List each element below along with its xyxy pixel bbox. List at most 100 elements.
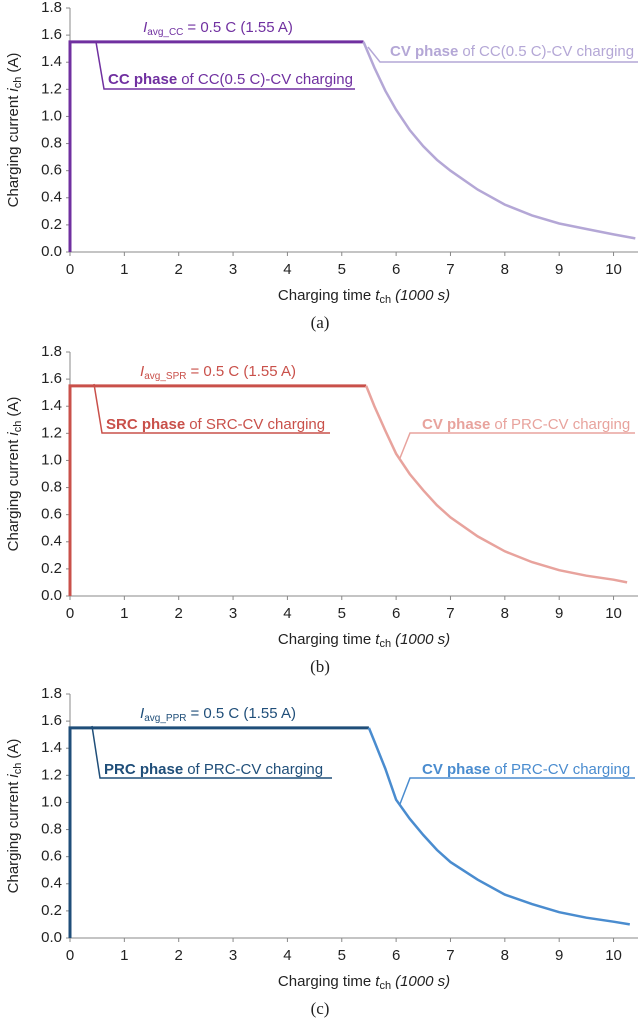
avg-text: = 0.5 C (1.55 A)	[190, 363, 295, 380]
y-tick-label: 1.8	[41, 685, 62, 702]
label-sub: ch	[379, 638, 391, 650]
callout-line	[367, 46, 638, 63]
callout-label: CV phase of CC(0.5 C)-CV charging	[390, 43, 634, 60]
x-tick-label: 3	[229, 605, 237, 622]
avg-sub: avg_PPR	[144, 713, 186, 724]
avg-var: I	[140, 363, 144, 380]
callout-line	[93, 383, 330, 434]
y-tick-label: 1.0	[41, 451, 62, 468]
y-tick-label: 0.0	[41, 243, 62, 260]
y-tick-label: 0.6	[41, 848, 62, 865]
y-tick-label: 1.8	[41, 343, 62, 360]
x-tick-label: 5	[338, 261, 346, 278]
phase-name: PRC phase	[104, 761, 183, 778]
x-tick-label: 9	[555, 605, 563, 622]
x-axis-label: Charging time tch (1000 s)	[278, 973, 450, 992]
avg-text: = 0.5 C (1.55 A)	[187, 19, 292, 36]
label-text: Charging time	[278, 287, 371, 304]
phase-suffix: of PRC-CV charging	[187, 761, 323, 778]
y-tick-label: 1.6	[41, 712, 62, 729]
y-tick-label: 0.4	[41, 189, 62, 206]
phase-name: CC phase	[108, 71, 177, 88]
phase-name: CV phase	[390, 43, 458, 60]
callout-line	[399, 777, 635, 805]
caption: (b)	[310, 657, 330, 676]
avg-label: Iavg_CC = 0.5 C (1.55 A)	[143, 19, 293, 38]
y-tick-label: 0.8	[41, 821, 62, 838]
y-tick-label: 1.4	[41, 397, 62, 414]
label-unit: (1000 s)	[395, 973, 450, 990]
avg-label: Iavg_PPR = 0.5 C (1.55 A)	[140, 705, 296, 724]
label-unit: (1000 s)	[395, 631, 450, 648]
y-tick-label: 1.0	[41, 107, 62, 124]
callout-line	[91, 725, 332, 779]
y-tick-label: 1.6	[41, 370, 62, 387]
x-tick-label: 6	[392, 947, 400, 964]
label-var: i	[5, 88, 22, 92]
label-unit: (A)	[5, 739, 22, 759]
y-tick-label: 1.4	[41, 53, 62, 70]
phase-suffix: of PRC-CV charging	[494, 761, 630, 778]
phase-suffix: of CC(0.5 C)-CV charging	[462, 43, 634, 60]
y-tick-label: 1.2	[41, 766, 62, 783]
phase-name: CV phase	[422, 416, 490, 433]
label-unit: (A)	[5, 397, 22, 417]
phase-name: SRC phase	[106, 416, 185, 433]
series-line	[68, 726, 369, 938]
avg-sub: avg_SPR	[144, 371, 186, 382]
x-tick-label: 8	[501, 947, 509, 964]
x-tick-label: 10	[605, 605, 622, 622]
x-tick-label: 4	[283, 947, 291, 964]
x-tick-label: 5	[338, 605, 346, 622]
series-line	[367, 727, 631, 926]
label-sub: ch	[379, 294, 391, 306]
x-tick-label: 6	[392, 605, 400, 622]
label-var: t	[375, 287, 380, 304]
label-var: i	[5, 432, 22, 436]
label-text: Charging current	[5, 95, 22, 208]
caption: (c)	[311, 999, 330, 1018]
callout-label: CC phase of CC(0.5 C)-CV charging	[108, 71, 353, 88]
callout-label: PRC phase of PRC-CV charging	[104, 761, 323, 778]
x-tick-label: 3	[229, 261, 237, 278]
y-axis-label: Charging current ich (A)	[5, 397, 24, 552]
x-tick-label: 1	[120, 947, 128, 964]
x-tick-label: 8	[501, 605, 509, 622]
avg-var: I	[143, 19, 147, 36]
y-tick-label: 0.0	[41, 929, 62, 946]
x-tick-label: 6	[392, 261, 400, 278]
x-axis-label: Charging time tch (1000 s)	[278, 287, 450, 306]
series-line	[68, 40, 364, 252]
y-tick-label: 1.4	[41, 739, 62, 756]
callout-label: CV phase of PRC-CV charging	[422, 416, 630, 433]
phase-name: CV phase	[422, 761, 490, 778]
y-tick-label: 0.8	[41, 479, 62, 496]
y-axis-label: Charging current ich (A)	[5, 53, 24, 208]
caption: (a)	[311, 313, 330, 332]
avg-sub: avg_CC	[147, 27, 183, 38]
x-tick-label: 9	[555, 261, 563, 278]
callout-label: SRC phase of SRC-CV charging	[106, 416, 325, 433]
x-tick-label: 4	[283, 261, 291, 278]
y-tick-label: 0.4	[41, 533, 62, 550]
label-var: t	[375, 631, 380, 648]
y-tick-label: 1.6	[41, 26, 62, 43]
phase-suffix: of CC(0.5 C)-CV charging	[181, 71, 353, 88]
label-text: Charging current	[5, 781, 22, 894]
label-text: Charging current	[5, 439, 22, 552]
x-tick-label: 10	[605, 947, 622, 964]
y-tick-label: 0.6	[41, 506, 62, 523]
label-sub: ch	[12, 421, 24, 433]
series-line	[365, 385, 628, 584]
x-axis-label: Charging time tch (1000 s)	[278, 631, 450, 650]
label-var: t	[375, 973, 380, 990]
y-axis-label: Charging current ich (A)	[5, 739, 24, 894]
y-tick-label: 1.2	[41, 424, 62, 441]
label-unit: (1000 s)	[395, 287, 450, 304]
y-tick-label: 0.0	[41, 587, 62, 604]
label-unit: (A)	[5, 53, 22, 73]
x-tick-label: 9	[555, 947, 563, 964]
y-tick-label: 0.8	[41, 135, 62, 152]
